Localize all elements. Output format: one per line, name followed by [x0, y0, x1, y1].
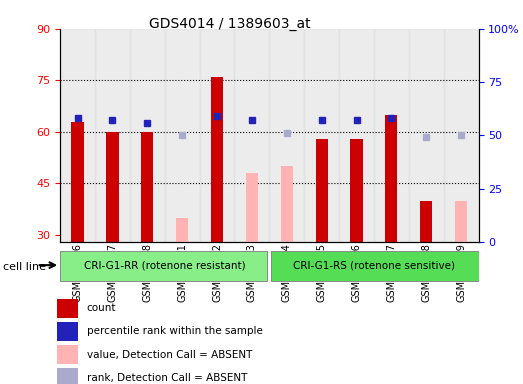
- Bar: [385, 115, 397, 242]
- Text: value, Detection Call = ABSENT: value, Detection Call = ABSENT: [87, 349, 252, 359]
- Bar: [339, 29, 374, 242]
- Bar: [106, 132, 119, 242]
- Bar: [409, 29, 444, 242]
- Text: CRI-G1-RR (rotenone resistant): CRI-G1-RR (rotenone resistant): [84, 260, 246, 270]
- Text: GDS4014 / 1389603_at: GDS4014 / 1389603_at: [149, 17, 311, 31]
- Bar: [57, 368, 77, 384]
- Bar: [165, 29, 200, 242]
- Bar: [211, 77, 223, 242]
- Text: count: count: [87, 303, 116, 313]
- Bar: [455, 201, 467, 242]
- Bar: [57, 322, 77, 341]
- Bar: [95, 29, 130, 242]
- Bar: [57, 345, 77, 364]
- Text: cell line: cell line: [3, 262, 46, 272]
- Bar: [176, 218, 188, 242]
- Text: rank, Detection Call = ABSENT: rank, Detection Call = ABSENT: [87, 372, 247, 382]
- Bar: [269, 29, 304, 242]
- Bar: [72, 122, 84, 242]
- Bar: [60, 29, 95, 242]
- Bar: [315, 139, 328, 242]
- Bar: [374, 29, 409, 242]
- Bar: [57, 299, 77, 318]
- Bar: [350, 139, 362, 242]
- Bar: [141, 132, 153, 242]
- Bar: [444, 29, 479, 242]
- Bar: [130, 29, 165, 242]
- Bar: [234, 29, 269, 242]
- Bar: [60, 251, 267, 281]
- Bar: [420, 201, 433, 242]
- Text: percentile rank within the sample: percentile rank within the sample: [87, 326, 263, 336]
- Bar: [271, 251, 479, 281]
- Bar: [281, 166, 293, 242]
- Bar: [304, 29, 339, 242]
- Bar: [246, 173, 258, 242]
- Bar: [246, 173, 258, 242]
- Bar: [200, 29, 234, 242]
- Text: CRI-G1-RS (rotenone sensitive): CRI-G1-RS (rotenone sensitive): [293, 260, 455, 270]
